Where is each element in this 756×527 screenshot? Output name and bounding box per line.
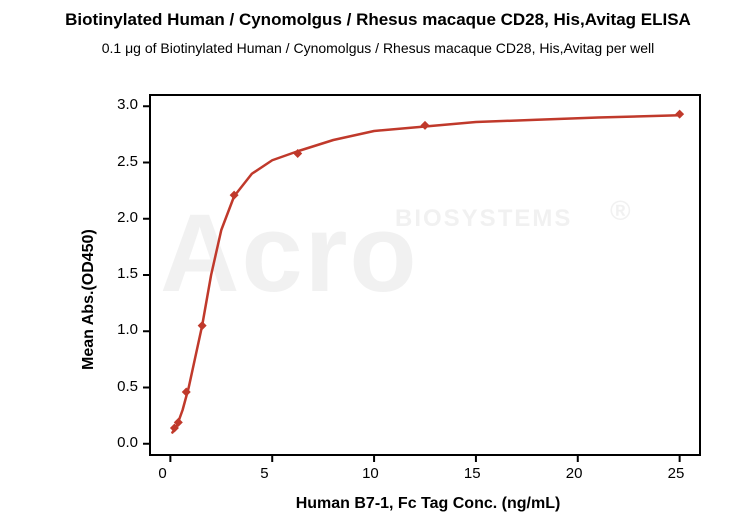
- y-tick-label: 3.0: [117, 96, 138, 113]
- y-tick-label: 1.0: [117, 321, 138, 338]
- y-tick-label: 1.5: [117, 265, 138, 282]
- x-tick-label: 25: [668, 465, 685, 482]
- y-tick-label: 0.0: [117, 434, 138, 451]
- y-tick-label: 2.5: [117, 153, 138, 170]
- x-tick-label: 20: [566, 465, 583, 482]
- x-tick-label: 0: [158, 465, 166, 482]
- x-tick-label: 5: [260, 465, 268, 482]
- y-tick-label: 0.5: [117, 378, 138, 395]
- elisa-chart: [0, 0, 756, 527]
- x-tick-label: 10: [362, 465, 379, 482]
- x-tick-label: 15: [464, 465, 481, 482]
- y-tick-label: 2.0: [117, 209, 138, 226]
